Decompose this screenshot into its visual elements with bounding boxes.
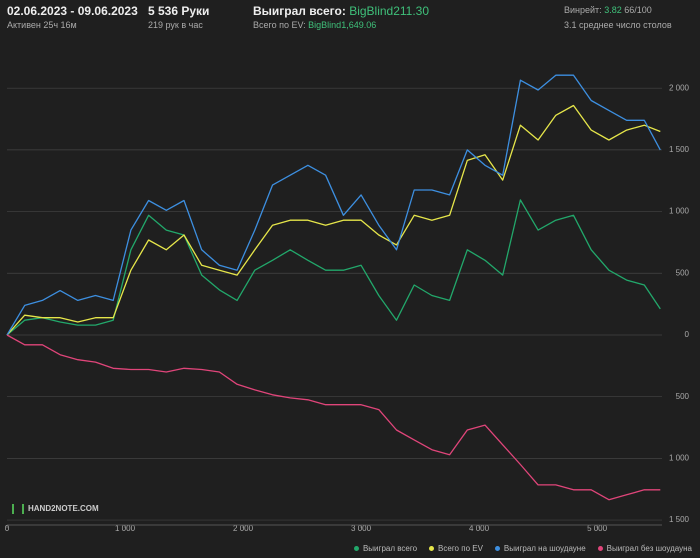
legend-swatch — [494, 546, 500, 552]
x-tick-label: 1 000 — [115, 524, 136, 533]
legend-label: Выиграл всего — [362, 544, 418, 553]
y-tick-label: 0 — [685, 330, 690, 339]
series-line — [6, 74, 661, 336]
legend-label: Выиграл без шоудауна — [606, 544, 692, 553]
x-tick-label: 0 — [5, 524, 10, 533]
legend-swatch — [353, 546, 359, 552]
series-line — [6, 334, 661, 501]
legend-swatch — [597, 546, 603, 552]
hands: 5 536 Руки — [148, 4, 210, 18]
logo-text: HAND2NOTE.COM — [28, 504, 99, 514]
active-time: Активен 25ч 16м — [7, 20, 77, 30]
won-total: Выиграл всего: BigBlind211.30 — [253, 4, 429, 18]
winrate: Винрейт: 3.82 66/100 — [564, 5, 652, 15]
legend: Выиграл всего Всего по EV Выиграл на шоуда… — [342, 544, 692, 553]
y-tick-label: 1 000 — [669, 207, 690, 216]
winrate-label: Винрейт: — [564, 5, 602, 15]
hands-per-hour: 219 рук в час — [148, 20, 203, 30]
legend-item: Выиграл всего — [353, 544, 418, 553]
won-label: Выиграл всего: — [253, 4, 346, 18]
x-tick-label: 4 000 — [469, 524, 490, 533]
series-line — [6, 104, 661, 336]
legend-item: Выиграл на шоудауне — [494, 544, 586, 553]
y-tick-label: 1 500 — [669, 145, 690, 154]
y-tick-label: 500 — [676, 268, 690, 277]
legend-swatch — [429, 546, 435, 552]
legend-label: Всего по EV — [438, 544, 483, 553]
winrate-value: 3.82 — [604, 5, 622, 15]
legend-item: Всего по EV — [429, 544, 483, 553]
won-value: BigBlind211.30 — [349, 4, 430, 18]
ev-label: Всего по EV: — [253, 20, 306, 30]
legend-label: Выиграл на шоудауне — [503, 544, 586, 553]
ev-value: BigBlind1,649.06 — [308, 20, 377, 30]
logo: HAND2NOTE.COM — [12, 504, 99, 514]
ev-total: Всего по EV: BigBlind1,649.06 — [253, 20, 376, 30]
winrate-score: 66/100 — [624, 5, 652, 15]
series-line — [6, 199, 661, 336]
y-tick-label: 500 — [676, 392, 690, 401]
legend-item: Выиграл без шоудауна — [597, 544, 692, 553]
y-tick-label: 2 000 — [669, 83, 690, 92]
y-tick-label: 1 500 — [669, 515, 690, 524]
y-tick-label: 1 000 — [669, 453, 690, 462]
x-tick-label: 2 000 — [233, 524, 254, 533]
x-tick-label: 5 000 — [587, 524, 608, 533]
x-tick-label: 3 000 — [351, 524, 372, 533]
tables: 3.1 среднее число столов — [564, 20, 672, 30]
dates: 02.06.2023 - 09.06.2023 — [7, 4, 138, 18]
